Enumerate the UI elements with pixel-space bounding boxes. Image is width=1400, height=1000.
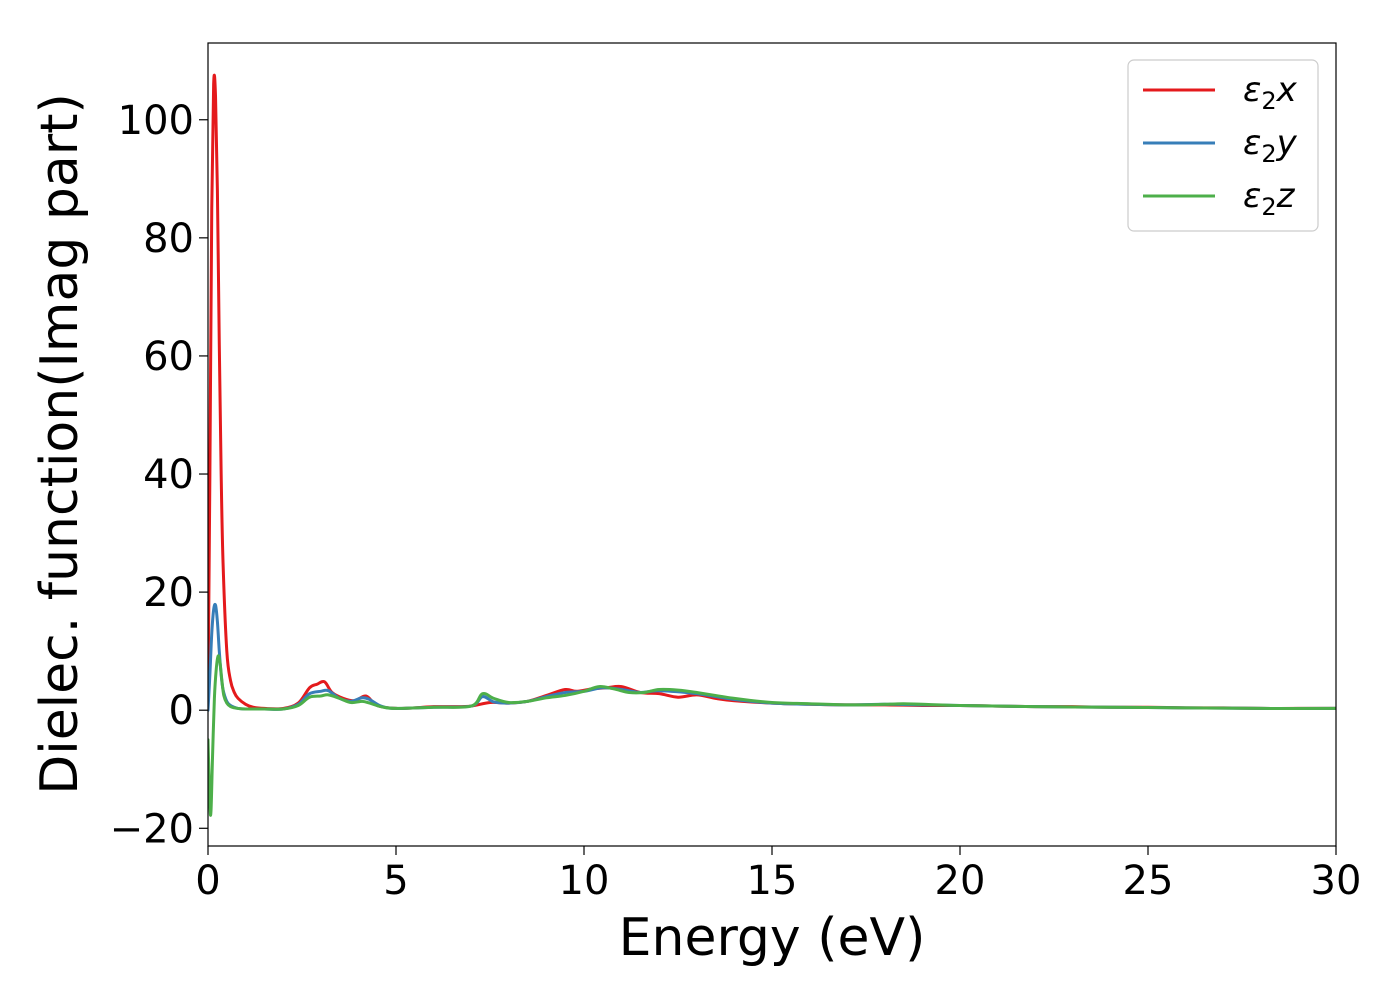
- y-tick-label: 80: [143, 216, 194, 262]
- x-tick-label: 25: [1123, 858, 1174, 904]
- x-axis: 0 5 10 15 20 25 30: [195, 846, 1361, 904]
- x-tick-label: 15: [747, 858, 798, 904]
- series-line-z: [208, 654, 1336, 817]
- x-tick-label: 5: [383, 858, 408, 904]
- legend-label: ε2x: [1243, 70, 1298, 115]
- y-tick-label: 60: [143, 334, 194, 380]
- x-tick-label: 30: [1311, 858, 1362, 904]
- legend-box: [1127, 59, 1319, 232]
- y-axis-label: Dielec. function(Imag part): [30, 93, 90, 795]
- legend-item-z: ε2z: [1143, 176, 1296, 221]
- x-tick-label: 0: [195, 858, 220, 904]
- y-tick-label: 100: [118, 98, 194, 144]
- legend-item-x: ε2x: [1143, 70, 1298, 115]
- legend: ε2x ε2y ε2z: [1127, 59, 1319, 232]
- series-layer: [208, 73, 1336, 817]
- legend-label: ε2z: [1243, 176, 1296, 221]
- y-axis: −20 0 20 40 60 80 100: [110, 98, 208, 852]
- y-tick-label: 20: [143, 570, 194, 616]
- legend-label: ε2y: [1243, 123, 1298, 168]
- y-tick-label: 40: [143, 452, 194, 498]
- legend-item-y: ε2y: [1143, 123, 1298, 168]
- y-tick-label: −20: [110, 806, 194, 852]
- x-tick-label: 20: [935, 858, 986, 904]
- x-tick-label: 10: [559, 858, 610, 904]
- series-line-y: [208, 602, 1336, 712]
- y-tick-label: 0: [169, 688, 194, 734]
- x-axis-label: Energy (eV): [619, 908, 926, 968]
